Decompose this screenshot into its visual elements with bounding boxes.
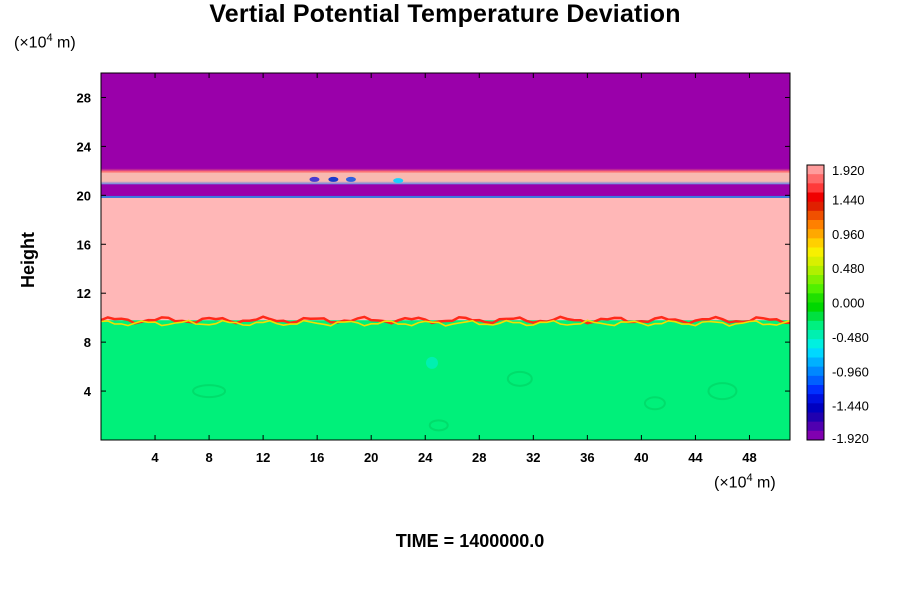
x-tick-label: 8 (205, 450, 212, 465)
colorbar: 1.920 1.440 0.960 0.480 0.000 -0.480 -0.960 -1.… (806, 163, 869, 446)
colorbar-cell (807, 348, 824, 358)
eddy-highlight (425, 356, 438, 369)
x-tick-label: 20 (364, 450, 378, 465)
colorbar-cell (807, 183, 824, 193)
interface-line-upper (101, 195, 790, 198)
colorbar-cell (807, 421, 824, 432)
colorbar-tick-label: -1.440 (832, 399, 869, 414)
region-top (101, 73, 790, 171)
colorbar-cell (807, 220, 824, 230)
eddy-3 (707, 382, 738, 401)
eddy-1 (506, 370, 533, 387)
colorbar-cell (807, 412, 824, 423)
band-feature-2 (345, 176, 356, 182)
y-tick-label: 12 (77, 286, 91, 301)
colorbar-cell (807, 293, 824, 303)
x-tick-label: 28 (472, 450, 486, 465)
colorbar-cell (807, 256, 824, 267)
y-tick-label: 16 (77, 237, 91, 252)
x-tick-label: 40 (634, 450, 648, 465)
eddy-0 (428, 419, 449, 432)
colorbar-cell (807, 430, 824, 441)
x-tick-label: 36 (580, 450, 594, 465)
colorbar-tick-label: -0.480 (832, 330, 869, 345)
region-upper-band-core (101, 172, 790, 181)
band-feature-0 (309, 176, 320, 182)
plot-area (100, 73, 791, 440)
colorbar-cell (807, 247, 824, 258)
band-feature-3 (393, 178, 404, 184)
x-tick-label: 44 (688, 450, 703, 465)
region-lower (101, 320, 790, 440)
y-tick-label: 4 (84, 384, 92, 399)
x-tick-label: 12 (256, 450, 270, 465)
colorbar-cell (807, 201, 824, 212)
region-gap (101, 181, 790, 198)
colorbar-cell (807, 210, 824, 221)
eddy-2 (643, 396, 666, 411)
y-tick-label: 24 (77, 139, 92, 154)
colorbar-cell (807, 229, 824, 239)
colorbar-tick-label: 1.440 (832, 192, 865, 207)
eddy-4 (192, 384, 227, 399)
colorbar-cell (807, 320, 824, 331)
y-tick-label: 8 (84, 335, 91, 350)
interface-line-lower-yellow (100, 319, 791, 327)
colorbar-cell (807, 394, 824, 404)
colorbar-tick-label: 1.920 (832, 163, 865, 178)
region-middle (101, 197, 790, 321)
interface-line-lower (100, 315, 791, 325)
x-tick-label: 4 (151, 450, 159, 465)
colorbar-cell (807, 192, 824, 203)
colorbar-tick-label: 0.480 (832, 261, 865, 276)
x-tick-label: 32 (526, 450, 540, 465)
colorbar-cell (807, 284, 824, 294)
band-feature-1 (328, 176, 339, 182)
y-tick-label: 20 (77, 188, 91, 203)
colorbar-frame (806, 164, 825, 441)
y-axis-unit: (×104 m) (14, 32, 76, 52)
colorbar-cell (807, 275, 824, 285)
colorbar-tick-label: 0.960 (832, 227, 865, 242)
time-label: TIME = 1400000.0 (395, 531, 545, 551)
colorbar-cell (807, 311, 824, 322)
x-tick-label: 24 (418, 450, 433, 465)
x-tick-label: 16 (310, 450, 324, 465)
colorbar-cell (807, 366, 824, 377)
colorbar-tick-label: -0.960 (832, 364, 869, 379)
colorbar-cell (807, 403, 824, 413)
colorbar-tick-label: -1.920 (832, 431, 869, 446)
colorbar-cell (807, 385, 824, 395)
colorbar-cell (807, 238, 824, 248)
colorbar-cell (807, 302, 824, 313)
plot-frame (100, 72, 791, 441)
y-tick-label: 28 (77, 90, 91, 105)
colorbar-cell (807, 375, 824, 386)
colorbar-cell (807, 339, 824, 349)
colorbar-cell (807, 174, 824, 184)
x-axis-unit: (×104 m) (714, 472, 776, 492)
colorbar-cell (807, 330, 824, 340)
colorbar-cell (807, 265, 824, 276)
x-tick-label: 48 (742, 450, 756, 465)
colorbar-cell (807, 165, 824, 175)
chart-title: Vertial Potential Temperature Deviation (209, 0, 681, 28)
colorbar-tick-label: 0.000 (832, 296, 865, 311)
colorbar-cell (807, 357, 824, 368)
